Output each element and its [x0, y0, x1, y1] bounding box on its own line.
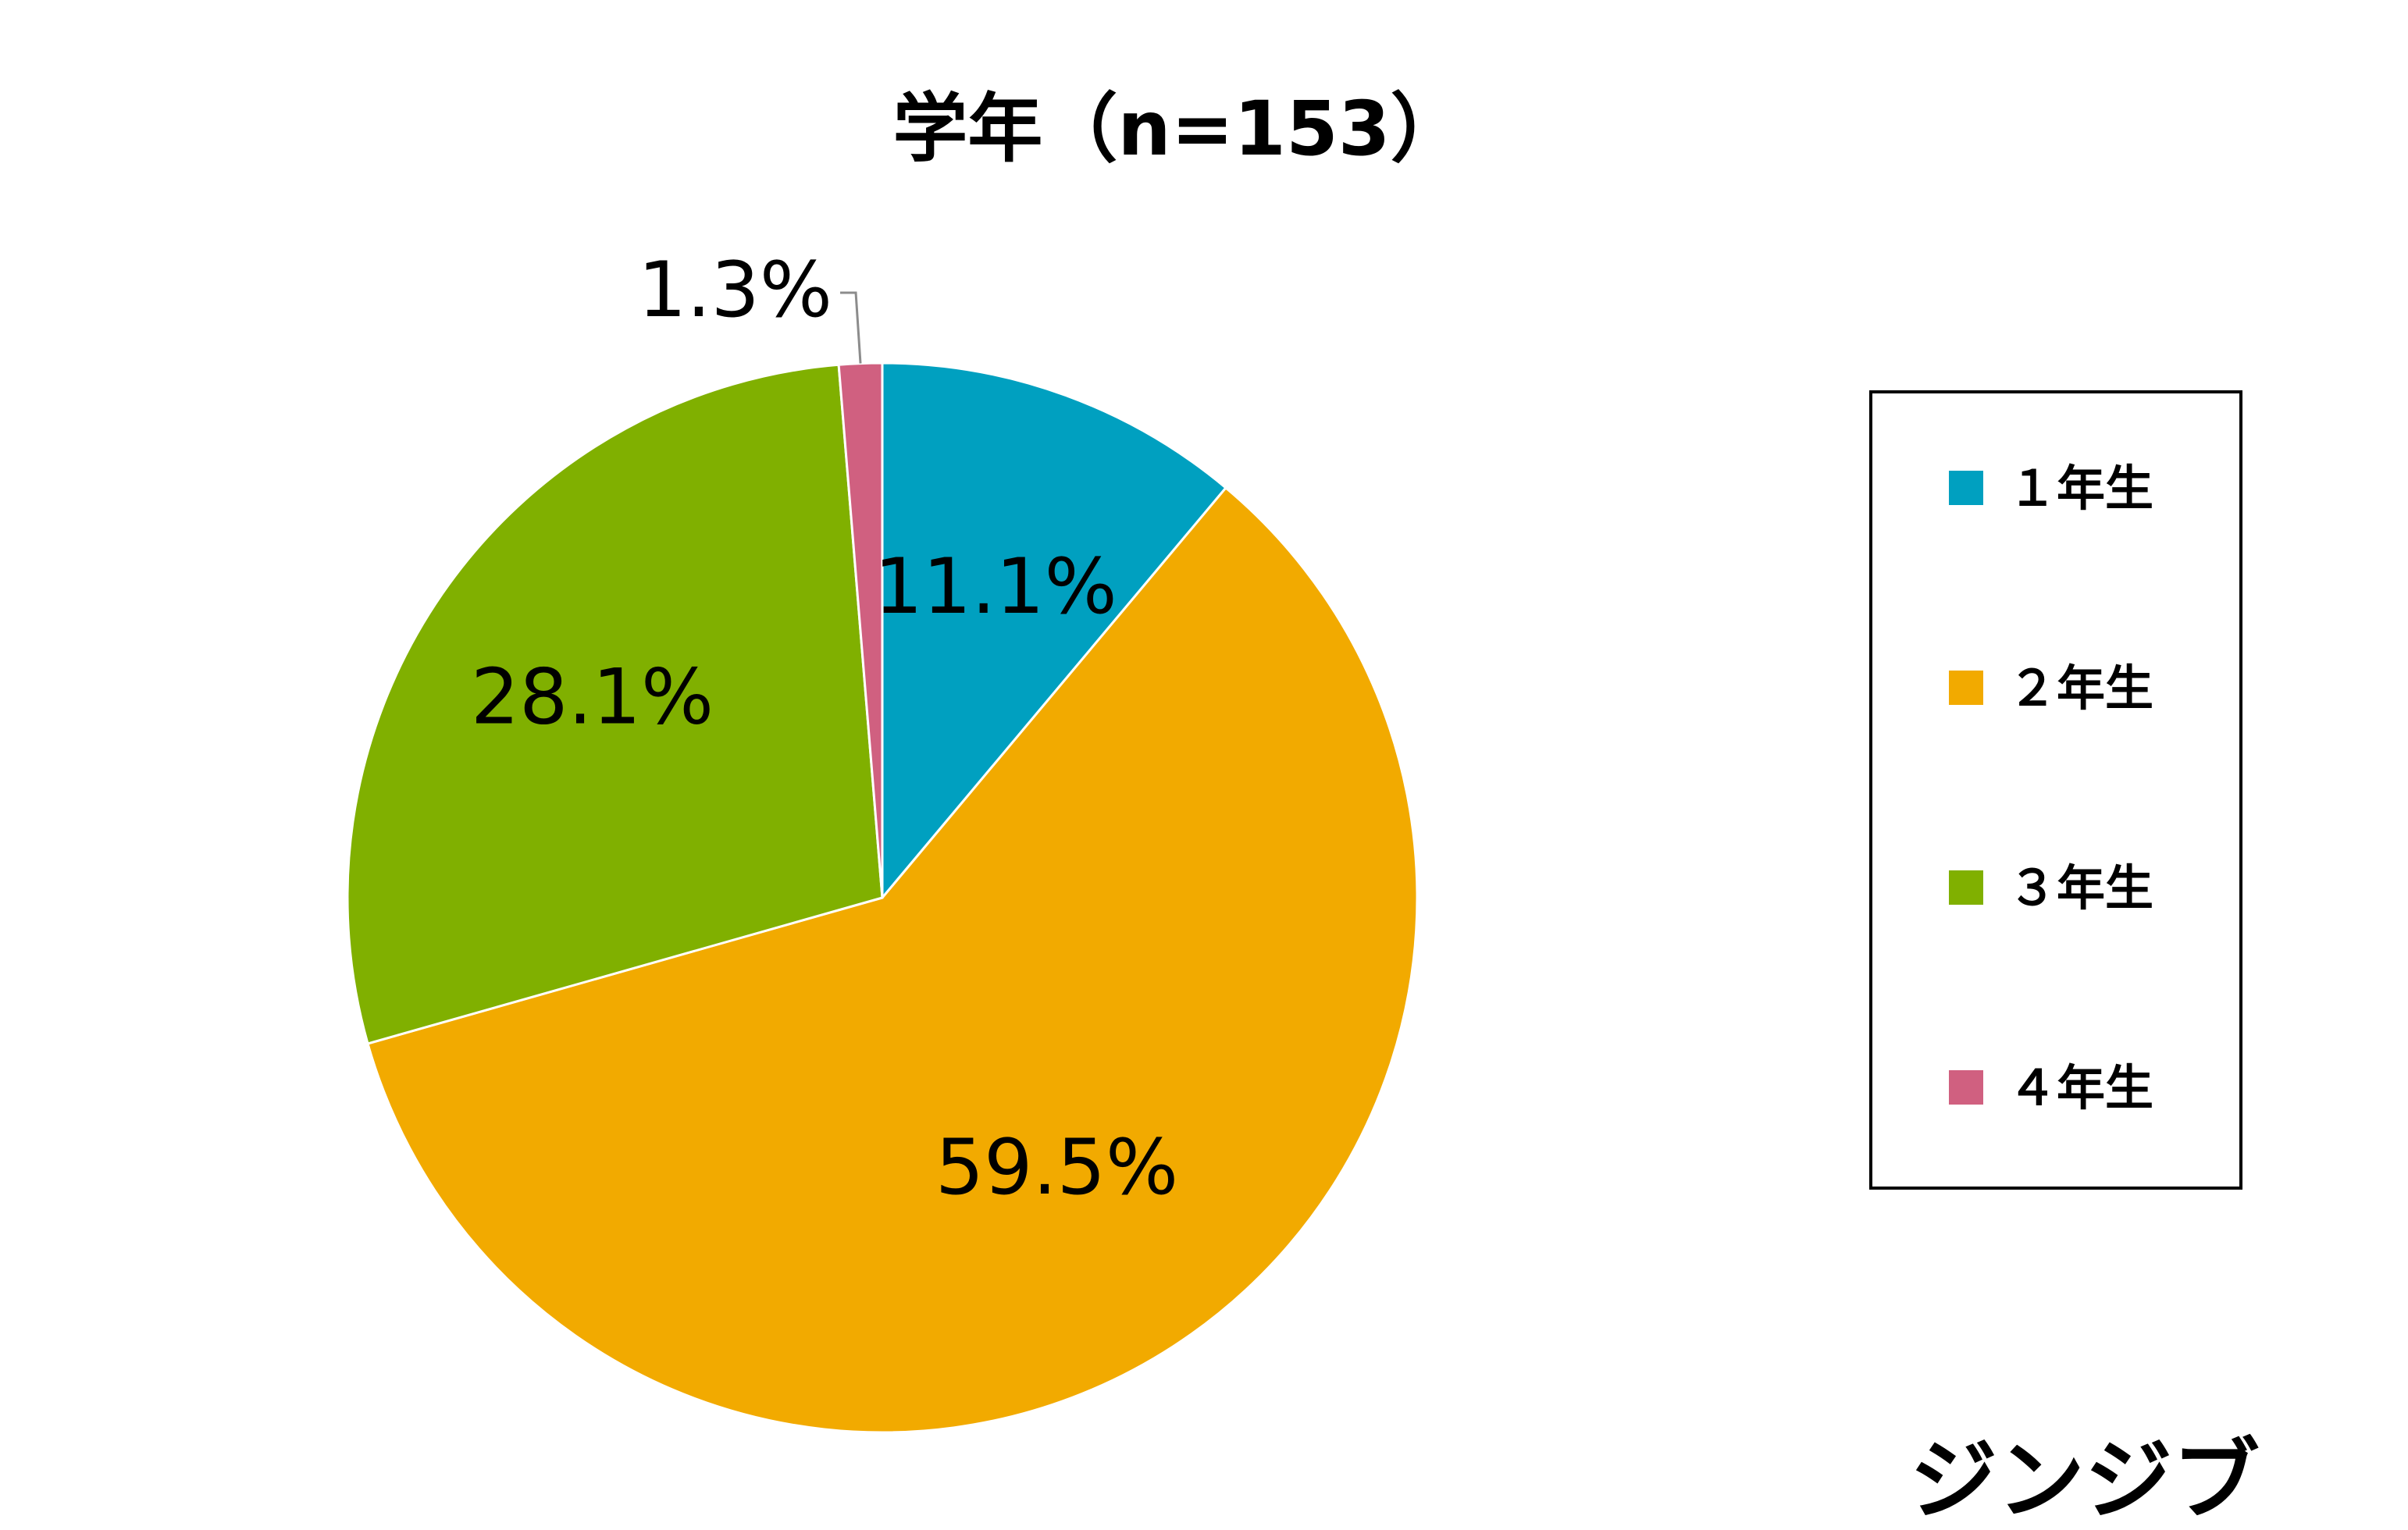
pie-label-1: 11.1% — [874, 543, 1117, 632]
chart-title: 学年（n=153） — [892, 85, 1465, 173]
pie-label-3: 28.1% — [471, 653, 714, 742]
legend: １年生 ２年生 ３年生 ４年生 — [1869, 390, 2242, 1190]
legend-label-2: ２年生 — [2008, 660, 2153, 717]
legend-swatch-1 — [1949, 471, 1983, 505]
pie-slice-3 — [346, 363, 884, 1045]
legend-label-4: ４年生 — [2008, 1059, 2153, 1116]
pie-slice-1 — [881, 361, 1228, 902]
legend-label-1: １年生 — [2008, 460, 2153, 517]
pie-label-4: 1.3% — [638, 246, 832, 335]
brand-logo-text: ジンジブ — [1910, 1430, 2260, 1530]
pie-slice-4 — [837, 361, 884, 898]
pie-label-2: 59.5% — [935, 1123, 1178, 1212]
pie-labels: 11.1% 59.5% 28.1% 1.3% — [471, 246, 1178, 1212]
legend-box — [1869, 390, 2242, 1190]
pie-leader-line-4 — [840, 291, 862, 364]
pie-slices — [346, 361, 1419, 1434]
legend-label-3: ３年生 — [2008, 859, 2153, 916]
legend-swatch-3 — [1949, 870, 1983, 905]
legend-swatch-4 — [1949, 1070, 1983, 1105]
legend-swatch-2 — [1949, 671, 1983, 705]
pie-slice-2 — [366, 486, 1419, 1434]
